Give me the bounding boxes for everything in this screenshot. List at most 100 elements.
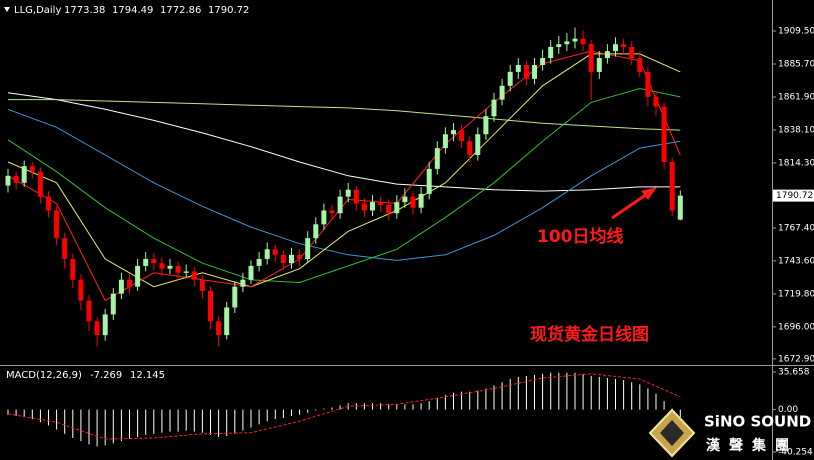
last-price-box <box>773 189 814 202</box>
candle-body <box>515 64 521 72</box>
candle-body <box>248 265 254 280</box>
candle-body <box>5 175 11 186</box>
candle-body <box>572 38 578 42</box>
candle-body <box>110 293 116 315</box>
moving-average <box>7 92 681 192</box>
candle-body <box>588 44 594 72</box>
candle-body <box>175 265 181 273</box>
candle-body <box>410 196 416 208</box>
y-tick-label: 1885.70 <box>778 60 814 70</box>
candle-body <box>232 286 238 308</box>
y-tick-label: 1767.40 <box>778 223 814 233</box>
moving-average <box>7 53 681 288</box>
y-tick-label: 0.00 <box>778 405 798 415</box>
macd-value: -7.269 <box>90 370 122 381</box>
candle-body <box>467 141 473 156</box>
candle-body <box>394 202 400 214</box>
candle-body <box>199 279 205 291</box>
candle-body <box>507 71 513 86</box>
y-tick-label: 35.658 <box>778 368 810 378</box>
candle-body <box>29 166 35 172</box>
candle-body <box>491 99 497 117</box>
annotation: 现货黄金日线图 <box>530 324 649 345</box>
candle-body <box>370 202 375 211</box>
candle-body <box>54 210 60 239</box>
candle-body <box>532 64 537 79</box>
candle-body <box>216 321 222 336</box>
candle-body <box>629 46 635 59</box>
candle-body <box>459 130 465 142</box>
candle-body <box>21 166 27 183</box>
symbol-marker <box>4 7 10 12</box>
candle-body <box>37 171 43 197</box>
last-price-label: 1790.72 <box>776 191 813 201</box>
candle-body <box>127 279 132 287</box>
logo-mark-inner <box>660 420 684 446</box>
candle-body <box>402 196 408 203</box>
y-tick-label: 1672.90 <box>778 354 814 364</box>
candle-body <box>353 189 359 204</box>
candle-body <box>540 58 546 65</box>
candle-body <box>426 168 432 194</box>
candle-body <box>637 58 643 72</box>
candle-body <box>70 258 76 280</box>
macd-title: MACD(12,26,9) <box>6 370 82 381</box>
candle-body <box>289 254 294 264</box>
candle-body <box>548 46 554 59</box>
candle-body <box>329 210 335 214</box>
candle-body <box>451 130 456 135</box>
candle-body <box>62 238 68 259</box>
y-tick-label: 1743.60 <box>778 256 814 266</box>
candle-body <box>183 271 189 273</box>
candle-body <box>135 265 141 287</box>
candle-body <box>556 44 562 47</box>
candle-body <box>240 279 246 287</box>
candle-body <box>224 307 230 336</box>
candle-body <box>596 58 602 72</box>
candle-body <box>677 195 683 220</box>
candle-body <box>661 106 667 162</box>
candle-body <box>118 279 124 294</box>
logo-subtitle: 漢聲集團 <box>706 437 798 454</box>
candle-body <box>280 254 286 264</box>
candle-body <box>345 189 351 197</box>
logo: SiNO SOUND 漢聲集團 <box>648 408 811 458</box>
candle-body <box>305 238 311 259</box>
annotation-arrow <box>611 190 651 220</box>
candle-body <box>94 321 100 336</box>
candle-body <box>78 279 84 301</box>
candle-body <box>418 193 424 208</box>
ohlc-low: 1772.86 <box>160 5 201 16</box>
y-tick-label: -40.254 <box>778 447 813 457</box>
candle-body <box>499 85 505 100</box>
candle-body <box>13 175 19 183</box>
candle-body <box>46 196 51 211</box>
candle-body <box>645 71 651 97</box>
candle-body <box>613 44 618 52</box>
candle-body <box>191 271 197 280</box>
ohlc-high: 1794.49 <box>112 5 153 16</box>
annotation-arrowhead <box>641 187 657 200</box>
y-tick-label: 1838.10 <box>778 125 814 135</box>
candle-body <box>378 202 384 205</box>
candle-body <box>483 116 489 135</box>
candle-body <box>264 249 270 259</box>
y-tick-label: 1719.80 <box>778 289 814 299</box>
candle-body <box>580 38 586 45</box>
candle-body <box>102 314 108 336</box>
y-tick-label: 1909.50 <box>778 27 814 37</box>
candle-body <box>621 44 627 47</box>
macd-signal-value: 12.145 <box>130 370 165 381</box>
ohlc-open: 1773.38 <box>64 5 105 16</box>
candle-body <box>523 64 529 79</box>
symbol: LLG,Daily <box>14 5 61 16</box>
candle-body <box>434 148 440 169</box>
candle-body <box>143 258 149 266</box>
candle-body <box>604 51 610 59</box>
candle-body <box>151 258 157 264</box>
candle-body <box>86 300 92 322</box>
macd-signal <box>7 373 681 440</box>
candle-body <box>321 210 327 225</box>
